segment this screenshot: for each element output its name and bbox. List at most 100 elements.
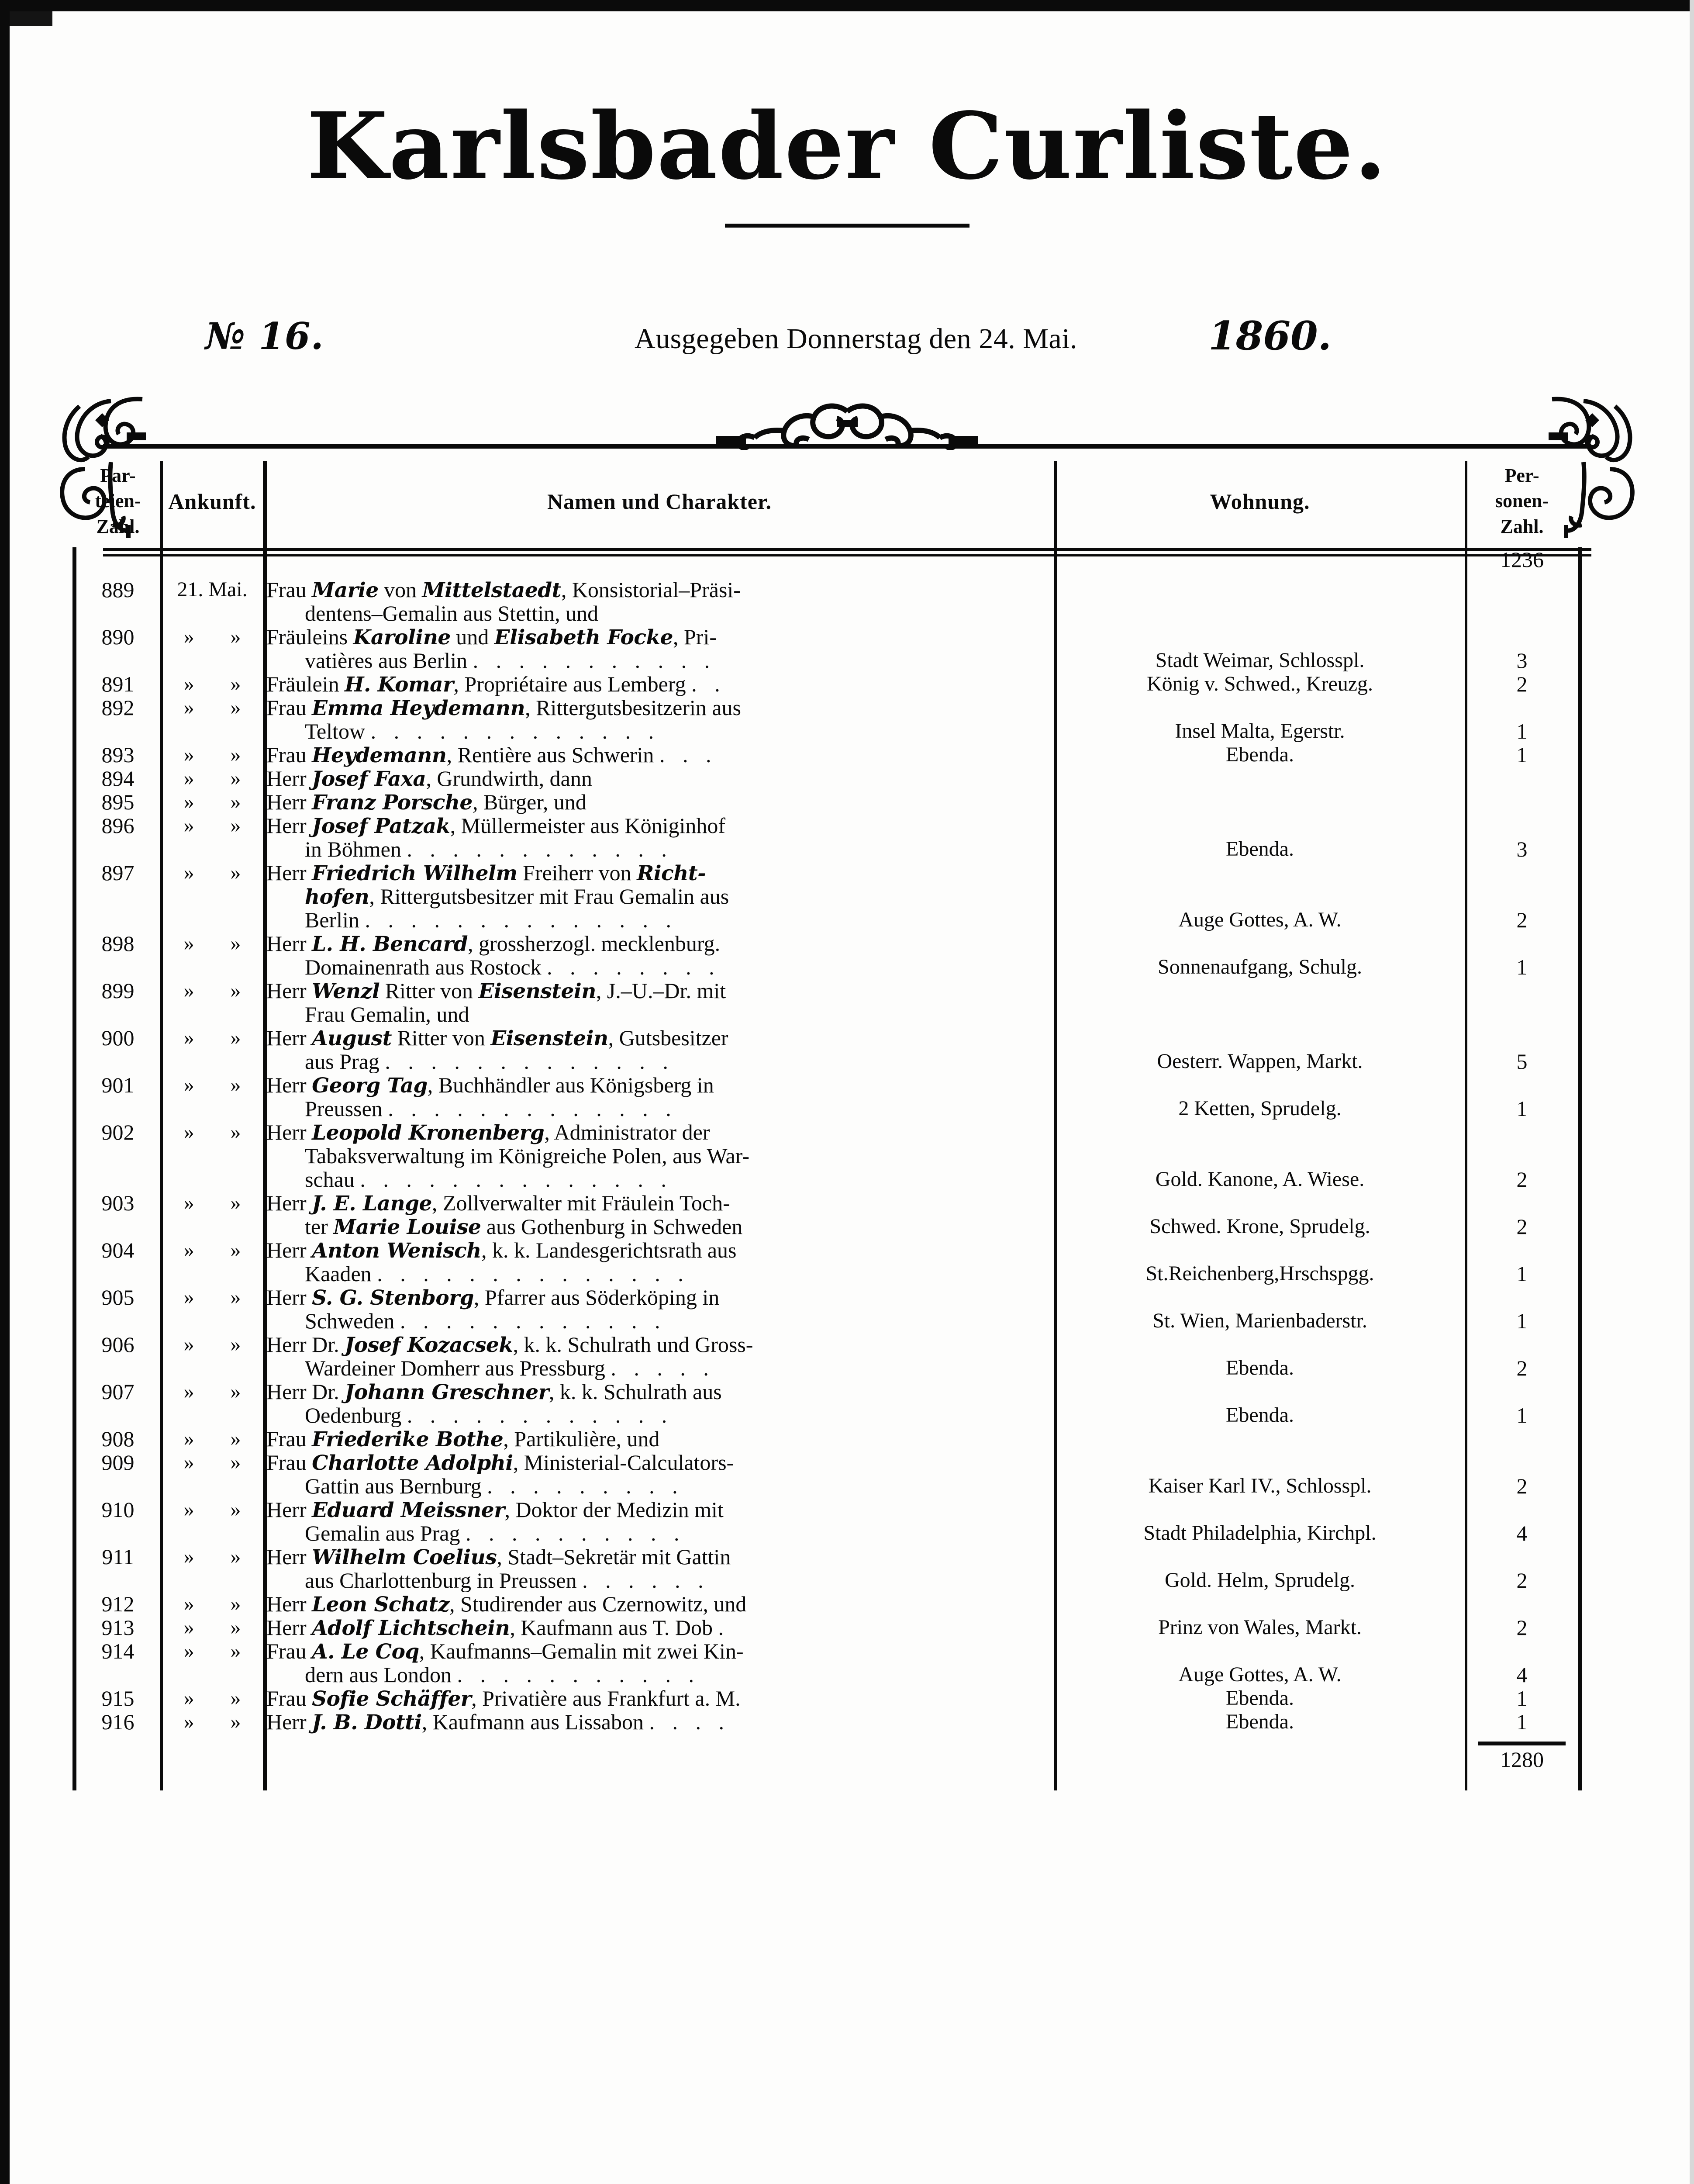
cell-namen-charakter: Herr Dr. Josef Kozacsek, k. k. Schulrath… (266, 1333, 753, 1357)
cell-personen-zahl: 1 (1516, 1261, 1528, 1286)
cell-wohnung: St.Reichenberg,Hrschspgg. (1145, 1262, 1374, 1285)
cell-namen-charakter: Herr Friedrich Wilhelm Freiherr von Rich… (266, 861, 706, 885)
cell-ankunft: »» (162, 1427, 263, 1451)
table-row: Preussen . . . . . . . . . . . . . 2 Kett… (74, 1097, 1620, 1120)
table-row: 889 21. Mai. Frau Marie von Mittelstaedt, … (74, 577, 1620, 602)
ditto-mark-icon: »» (183, 932, 241, 955)
issue-line: № 16. Ausgegeben Donnerstag den 24. Mai.… (0, 313, 1694, 367)
table-row: 897 »» Herr Friedrich Wilhelm Freiherr von… (74, 861, 1620, 885)
ditto-mark-icon: »» (183, 1191, 241, 1214)
table-row: 903 »» Herr J. E. Lange, Zollverwalter mit… (74, 1191, 1620, 1216)
table-row: 890 »» Fräuleins Karoline und Elisabeth Fo… (74, 625, 1620, 650)
cell-wohnung: Insel Malta, Egerstr. (1175, 719, 1345, 743)
cell-namen-charakter: Herr J. B. Dotti, Kaufmann aus Lissabon … (266, 1710, 730, 1735)
cell-namen-charakter: Frau Sofie Schäffer, Privatière aus Fran… (266, 1686, 741, 1711)
ditto-mark-icon: »» (183, 1238, 241, 1261)
cell-personen-zahl: 1 (1516, 1686, 1528, 1711)
table-row: 909 »» Frau Charlotte Adolphi, Ministerial… (74, 1450, 1620, 1475)
cell-namen-charakter: Gattin aus Bernburg . . . . . . . . . (305, 1474, 684, 1498)
cell-namen-charakter: Herr Leon Schatz, Studirender aus Czerno… (266, 1592, 747, 1617)
cell-parteien-zahl: 892 (101, 695, 135, 720)
cell-namen-charakter: aus Prag . . . . . . . . . . . . . (305, 1050, 674, 1073)
cell-parteien-zahl: 905 (101, 1285, 135, 1310)
table-row: 898 »» Herr L. H. Bencard, grossherzogl. m… (74, 932, 1620, 956)
table-row: in Böhmen . . . . . . . . . . . . Ebenda.… (74, 837, 1620, 861)
publication-title: Karlsbader Curliste. (307, 92, 1387, 200)
cell-ankunft: »» (162, 1545, 263, 1569)
parteien-line2: teien- (95, 490, 141, 512)
cell-ankunft: »» (162, 1616, 263, 1639)
cell-namen-charakter: Herr Wenzl Ritter von Eisenstein, J.–U.–… (266, 979, 726, 1003)
cell-namen-charakter: Herr S. G. Stenborg, Pfarrer aus Söderkö… (266, 1286, 720, 1310)
cell-ankunft: »» (162, 814, 263, 837)
table-frame-right (1578, 547, 1582, 1790)
cell-ankunft: »» (162, 1710, 263, 1734)
table-row: Oedenburg . . . . . . . . . . . . Ebenda.… (74, 1403, 1620, 1427)
ditto-mark-icon: »» (183, 861, 241, 884)
cell-parteien-zahl: 899 (101, 978, 135, 1003)
cell-parteien-zahl: 894 (101, 766, 135, 791)
masthead: Karlsbader Curliste. (0, 100, 1694, 228)
cell-parteien-zahl: 903 (101, 1191, 135, 1215)
table-row: 905 »» Herr S. G. Stenborg, Pfarrer aus Sö… (74, 1285, 1620, 1310)
ditto-mark-icon: »» (183, 1616, 241, 1639)
ditto-mark-icon: »» (183, 767, 241, 790)
cell-wohnung: Gold. Helm, Sprudelg. (1165, 1569, 1355, 1592)
table-row: 896 »» Herr Josef Patzak, Müllermeister au… (74, 814, 1620, 838)
ditto-mark-icon: »» (183, 1545, 241, 1568)
cell-ankunft: »» (162, 932, 263, 955)
cell-parteien-zahl: 889 (101, 577, 135, 602)
cell-namen-charakter: Kaaden . . . . . . . . . . . . . . (305, 1262, 690, 1286)
cell-namen-charakter: Teltow . . . . . . . . . . . . . (305, 719, 660, 743)
ditto-mark-icon: »» (183, 1427, 241, 1450)
paper-surface (10, 11, 1690, 2184)
cell-namen-charakter: Herr Adolf Lichtschein, Kaufmann aus T. … (266, 1616, 730, 1640)
parteien-line1: Par- (100, 465, 136, 487)
cell-parteien-zahl: 914 (101, 1639, 135, 1663)
cell-wohnung: Sonnenaufgang, Schulg. (1158, 955, 1362, 978)
grand-total-row: 1280 (74, 1734, 1620, 1782)
cell-namen-charakter: Fräulein H. Komar, Propriétaire aus Lemb… (266, 672, 726, 697)
cell-wohnung: Oesterr. Wappen, Markt. (1157, 1050, 1363, 1073)
cell-wohnung: Prinz von Wales, Markt. (1158, 1616, 1362, 1639)
table-row: 908 »» Frau Friederike Bothe, Partikulière… (74, 1427, 1620, 1451)
cell-namen-charakter: Wardeiner Domherr aus Pressburg . . . . … (305, 1356, 715, 1380)
cell-namen-charakter: Frau Heydemann, Rentière aus Schwerin . … (266, 743, 718, 767)
column-rule-1 (160, 461, 163, 549)
cell-wohnung: 2 Ketten, Sprudelg. (1178, 1097, 1342, 1120)
table-row: Gattin aus Bernburg . . . . . . . . . Kai… (74, 1474, 1620, 1498)
cell-parteien-zahl: 907 (101, 1379, 135, 1404)
column-rule-3 (1054, 461, 1057, 549)
ditto-mark-icon: »» (183, 1592, 241, 1615)
parteien-line3: Zahl. (96, 515, 140, 537)
table-row: 916 »» Herr J. B. Dotti, Kaufmann aus Liss… (74, 1710, 1620, 1735)
cell-namen-charakter: Gemalin aus Prag . . . . . . . . . . (305, 1521, 686, 1545)
ditto-mark-icon: »» (183, 1120, 241, 1144)
column-header-ankunft: Ankunft. (168, 489, 256, 514)
cell-ankunft: »» (162, 1286, 263, 1309)
cell-parteien-zahl: 909 (101, 1450, 135, 1475)
cell-ankunft: »» (162, 1639, 263, 1663)
cell-personen-zahl: 2 (1516, 1615, 1528, 1640)
column-rule-body-1 (160, 547, 163, 1790)
ditto-mark-icon: »» (183, 1286, 241, 1309)
cell-personen-zahl: 1 (1516, 743, 1528, 767)
cell-ankunft: »» (162, 625, 263, 649)
cell-ankunft: »» (162, 1333, 263, 1356)
column-rule-body-3 (1054, 547, 1057, 1790)
table-row: dern aus London . . . . . . . . . . . Aug… (74, 1663, 1620, 1686)
table-row: Domainenrath aus Rostock . . . . . . . .… (74, 955, 1620, 979)
ditto-mark-icon: »» (183, 979, 241, 1002)
grand-total: 1280 (1500, 1747, 1544, 1772)
cell-namen-charakter: Herr Georg Tag, Buchhändler aus Königsbe… (266, 1073, 714, 1098)
cell-namen-charakter: Herr Eduard Meissner, Doktor der Medizin… (266, 1498, 724, 1522)
cell-parteien-zahl: 916 (101, 1710, 135, 1734)
cell-namen-charakter: aus Charlottenburg in Preussen . . . . .… (305, 1569, 710, 1592)
column-header-wohnung: Wohnung. (1210, 489, 1310, 514)
carry-forward-row: 1236 (74, 548, 1620, 578)
table-header-ornament-row (60, 397, 1635, 538)
cell-ankunft: »» (162, 743, 263, 767)
cell-personen-zahl: 3 (1516, 837, 1528, 861)
ditto-mark-icon: »» (183, 672, 241, 695)
table-row: 910 »» Herr Eduard Meissner, Doktor der Me… (74, 1498, 1620, 1522)
